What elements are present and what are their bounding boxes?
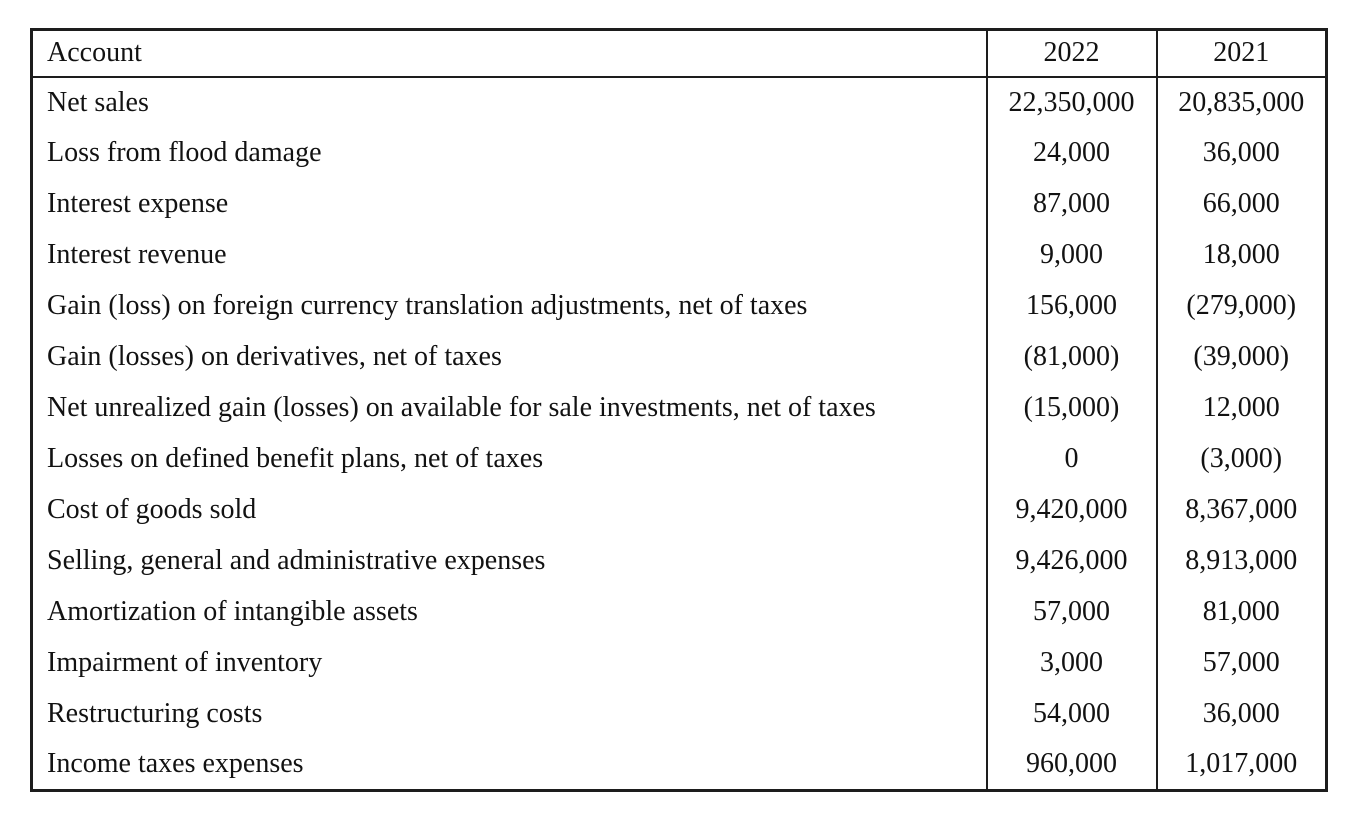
table-row: Interest revenue 9,000 18,000 xyxy=(32,229,1327,281)
table-row: Net sales 22,350,000 20,835,000 xyxy=(32,76,1327,128)
account-cell: Interest expense xyxy=(47,188,229,219)
table-row: Cost of goods sold 9,420,000 8,367,000 xyxy=(32,484,1327,536)
table-row: Interest expense 87,000 66,000 xyxy=(32,178,1327,230)
value-2021-cell: 57,000 xyxy=(1155,637,1327,689)
value-2022-cell: 156,000 xyxy=(985,280,1157,332)
table-row: Restructuring costs 54,000 36,000 xyxy=(32,688,1327,740)
value-2021-cell: 81,000 xyxy=(1155,586,1327,638)
value-2021-cell: 8,913,000 xyxy=(1155,535,1327,587)
value-2022-cell: 87,000 xyxy=(985,178,1157,230)
value-2021-cell: 1,017,000 xyxy=(1155,739,1327,791)
value-2022-cell: 960,000 xyxy=(985,739,1157,791)
table-row: Gain (loss) on foreign currency translat… xyxy=(32,280,1327,332)
value-2022-cell: 3,000 xyxy=(985,637,1157,689)
table-row: Selling, general and administrative expe… xyxy=(32,535,1327,587)
value-2022-cell: 9,420,000 xyxy=(985,484,1157,536)
table-row: Impairment of inventory 3,000 57,000 xyxy=(32,637,1327,689)
value-2022-cell: 9,000 xyxy=(985,229,1157,281)
value-2021-cell: 18,000 xyxy=(1155,229,1327,281)
value-2022-cell: 54,000 xyxy=(985,688,1157,740)
account-cell: Selling, general and administrative expe… xyxy=(47,545,546,576)
value-2021-cell: 66,000 xyxy=(1155,178,1327,230)
account-cell: Income taxes expenses xyxy=(47,748,304,780)
column-header-2021: 2021 xyxy=(1155,29,1327,78)
account-cell: Cost of goods sold xyxy=(47,494,257,525)
value-2022-cell: (81,000) xyxy=(985,331,1157,383)
account-cell: Interest revenue xyxy=(47,239,227,270)
value-2021-cell: (3,000) xyxy=(1155,433,1327,485)
table-row: Loss from flood damage 24,000 36,000 xyxy=(32,127,1327,179)
account-cell: Impairment of inventory xyxy=(47,647,323,678)
value-2022-cell: 0 xyxy=(985,433,1157,485)
table-row: Gain (losses) on derivatives, net of tax… xyxy=(32,331,1327,383)
account-cell: Restructuring costs xyxy=(47,698,263,729)
value-2022-cell: 22,350,000 xyxy=(985,76,1157,128)
value-2021-cell: (39,000) xyxy=(1155,331,1327,383)
table-row: Net unrealized gain (losses) on availabl… xyxy=(32,382,1327,434)
account-cell: Gain (loss) on foreign currency translat… xyxy=(47,290,808,321)
value-2021-cell: 12,000 xyxy=(1155,382,1327,434)
account-cell: Net sales xyxy=(47,86,149,118)
value-2022-cell: 24,000 xyxy=(985,127,1157,179)
table-row: Amortization of intangible assets 57,000 8… xyxy=(32,586,1327,638)
account-cell: Loss from flood damage xyxy=(47,137,322,168)
account-cell: Net unrealized gain (losses) on availabl… xyxy=(47,392,876,423)
value-2021-cell: 8,367,000 xyxy=(1155,484,1327,536)
account-cell: Amortization of intangible assets xyxy=(47,596,418,627)
header-row: Account 2022 2021 xyxy=(31,29,1327,78)
value-2022-cell: 57,000 xyxy=(985,586,1157,638)
value-2022-cell: 9,426,000 xyxy=(985,535,1157,587)
value-2021-cell: 36,000 xyxy=(1155,688,1327,740)
column-header-2022: 2022 xyxy=(985,29,1157,78)
value-2021-cell: (279,000) xyxy=(1155,280,1327,332)
account-cell: Gain (losses) on derivatives, net of tax… xyxy=(47,341,502,372)
table-row: Income taxes expenses 960,000 1,017,000 xyxy=(32,739,1327,791)
value-2022-cell: (15,000) xyxy=(985,382,1157,434)
account-cell: Losses on defined benefit plans, net of … xyxy=(47,443,544,474)
table-row: Losses on defined benefit plans, net of … xyxy=(32,433,1327,485)
column-header-account: Account xyxy=(31,29,987,78)
financial-statement-table: Account 2022 2021 Net sales 22,350,000 20,… xyxy=(30,28,1328,792)
value-2021-cell: 20,835,000 xyxy=(1155,76,1327,128)
value-2021-cell: 36,000 xyxy=(1155,127,1327,179)
